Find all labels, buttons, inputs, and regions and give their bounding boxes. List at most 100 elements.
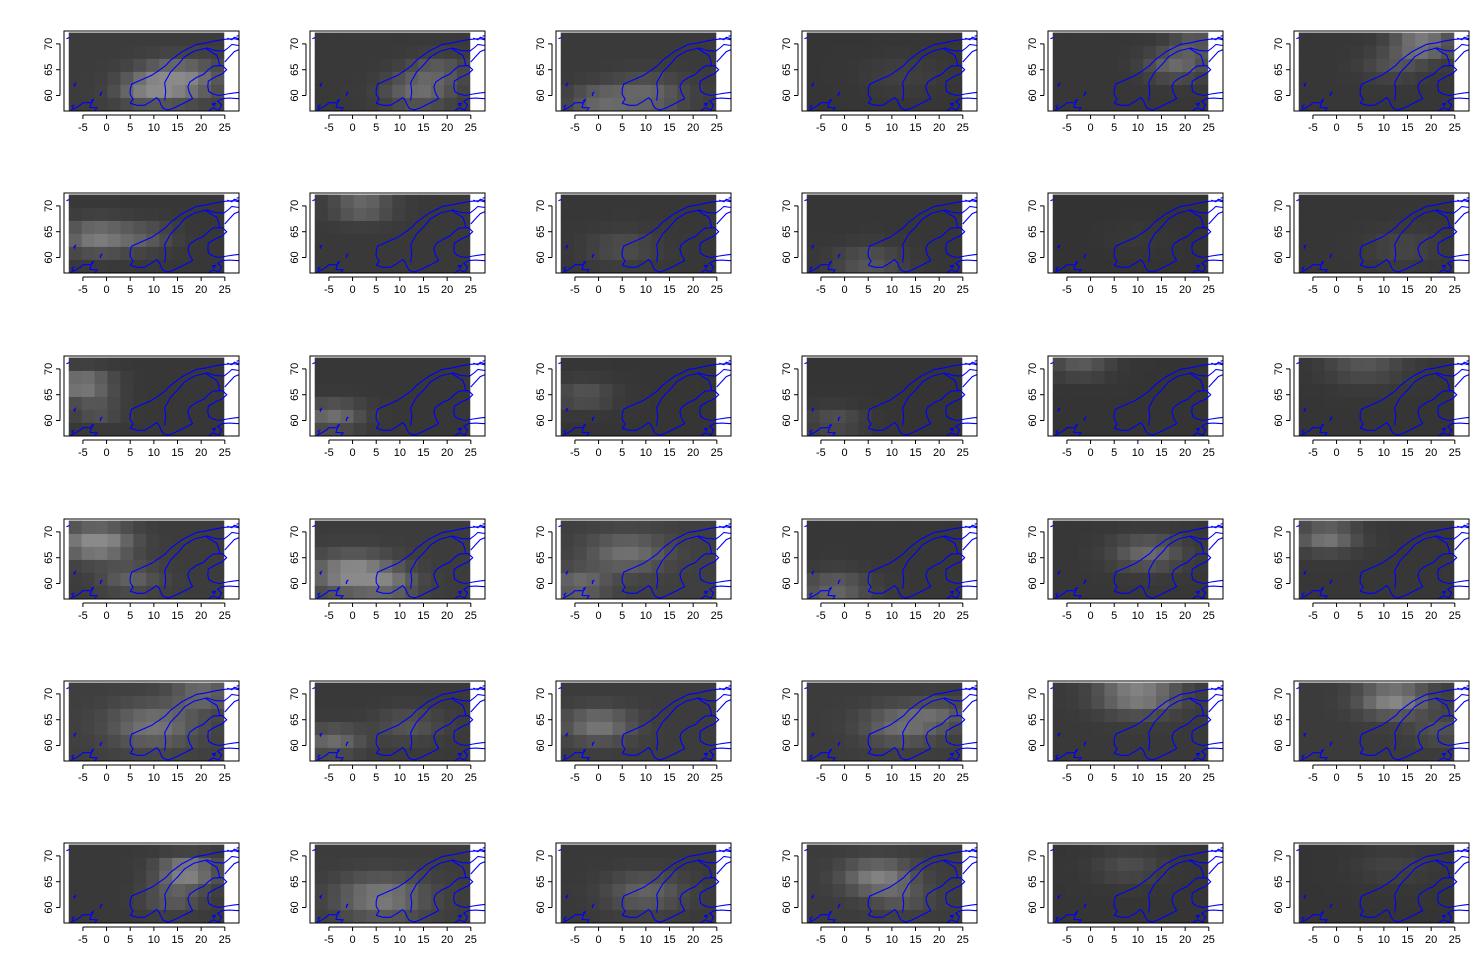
grid-cell xyxy=(1350,220,1364,234)
coastline xyxy=(207,909,239,923)
grid-cell xyxy=(1156,45,1170,59)
x-tick-label: 5 xyxy=(1111,447,1117,459)
coastline xyxy=(945,422,977,436)
grid-cell xyxy=(1091,585,1105,599)
grid-cell xyxy=(1311,409,1325,423)
coastline xyxy=(867,850,977,916)
grid-cell xyxy=(1363,585,1377,599)
coastline xyxy=(1300,590,1329,599)
grid-cell xyxy=(431,233,445,247)
x-tick-label: -5 xyxy=(324,122,334,134)
grid-cell xyxy=(560,233,575,247)
grid-cell xyxy=(94,409,108,423)
grid-cell xyxy=(858,883,872,897)
grid-cell xyxy=(871,370,885,384)
grid-cell xyxy=(858,246,872,260)
grid-cell xyxy=(573,695,587,709)
grid-cell xyxy=(159,721,173,735)
grid-cell xyxy=(1298,896,1313,910)
grid-cell xyxy=(353,896,367,910)
x-tick-label: 25 xyxy=(711,772,723,784)
coastline xyxy=(164,693,239,751)
x-tick-label: 0 xyxy=(350,122,356,134)
grid-cell xyxy=(340,533,354,547)
coastline xyxy=(837,903,841,909)
grid-cell xyxy=(133,220,147,234)
grid-cell xyxy=(664,409,678,423)
grid-cell xyxy=(638,909,652,923)
grid-cell xyxy=(1337,259,1351,273)
grid-cell xyxy=(107,71,121,85)
grid-cell xyxy=(845,857,859,871)
grid-cell xyxy=(560,357,575,371)
coastline xyxy=(804,199,808,202)
grid-cell xyxy=(1298,870,1313,884)
coastline xyxy=(699,909,731,923)
grid-cell xyxy=(1143,883,1157,897)
coastline xyxy=(66,199,70,202)
grid-cell xyxy=(819,734,833,748)
grid-cell xyxy=(120,546,134,560)
grid-cell xyxy=(612,58,626,72)
grid-cell xyxy=(638,409,652,423)
grid-cell xyxy=(806,32,821,46)
y-tick-label: 60 xyxy=(1027,739,1039,751)
grid-cell xyxy=(1182,370,1196,384)
grid-cell xyxy=(664,383,678,397)
grid-cell xyxy=(1169,520,1183,534)
grid-cell xyxy=(819,533,833,547)
grid-cell xyxy=(599,370,613,384)
coastline xyxy=(1360,421,1394,434)
x-tick-label: 0 xyxy=(1088,284,1094,296)
grid-cell xyxy=(1376,721,1390,735)
grid-cell xyxy=(1117,97,1131,111)
grid-cell xyxy=(159,71,173,85)
x-tick-label: 15 xyxy=(909,934,921,946)
grid-cell xyxy=(690,585,704,599)
x-tick-label: 25 xyxy=(957,610,969,622)
grid-cell xyxy=(1337,220,1351,234)
coastline xyxy=(902,368,977,426)
grid-cell xyxy=(379,708,393,722)
grid-cell xyxy=(366,909,380,923)
grid-cell xyxy=(1078,71,1092,85)
grid-cell xyxy=(1130,84,1144,98)
coastline xyxy=(99,91,103,97)
grid-cell xyxy=(677,71,691,85)
grid-cell xyxy=(120,520,134,534)
grid-cell xyxy=(1363,695,1377,709)
grid-cell xyxy=(68,32,83,46)
coastline xyxy=(804,849,808,852)
grid-cell xyxy=(379,546,393,560)
grid-cell xyxy=(68,84,83,98)
grid-cell xyxy=(897,857,911,871)
grid-cell xyxy=(1117,409,1131,423)
coastline xyxy=(1359,850,1469,916)
x-tick-label: 15 xyxy=(417,284,429,296)
grid-cell xyxy=(573,520,587,534)
y-tick-label: 65 xyxy=(289,552,301,564)
x-tick-label: 10 xyxy=(148,934,160,946)
grid-cell xyxy=(832,559,846,573)
grid-cell xyxy=(612,844,626,858)
x-tick-label: 20 xyxy=(933,934,945,946)
grid-cell xyxy=(819,194,833,208)
grid-cell xyxy=(1078,870,1092,884)
grid-cell xyxy=(1298,721,1313,735)
grid-cell xyxy=(664,207,678,221)
grid-cell xyxy=(68,546,83,560)
grid-cell xyxy=(1156,559,1170,573)
x-tick-label: 5 xyxy=(1357,772,1363,784)
x-tick-label: 25 xyxy=(1449,284,1461,296)
grid-cell xyxy=(923,520,937,534)
grid-cell xyxy=(133,207,147,221)
coastline xyxy=(316,102,345,111)
coastline xyxy=(410,368,485,426)
grid-cell xyxy=(599,84,613,98)
grid-cell xyxy=(107,409,121,423)
x-tick-label: 10 xyxy=(394,122,406,134)
coastline xyxy=(317,592,321,598)
grid-cell xyxy=(379,422,393,436)
